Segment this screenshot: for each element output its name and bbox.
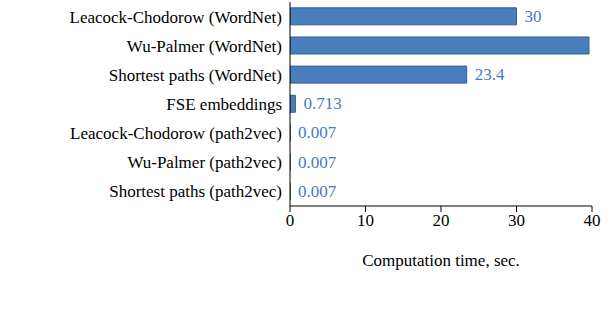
svg-text:40: 40 [584,211,601,230]
svg-text:Shortest paths (WordNet): Shortest paths (WordNet) [109,66,282,85]
svg-text:30: 30 [525,7,542,26]
svg-text:0: 0 [286,211,295,230]
svg-text:0.007: 0.007 [298,153,337,172]
svg-text:FSE embeddings: FSE embeddings [166,95,282,114]
svg-text:23.4: 23.4 [475,65,505,84]
svg-text:Shortest paths (path2vec): Shortest paths (path2vec) [109,182,282,201]
svg-text:0.713: 0.713 [303,94,341,113]
svg-text:20: 20 [433,211,450,230]
svg-text:0.007: 0.007 [298,123,337,142]
svg-text:10: 10 [357,211,374,230]
svg-text:Computation time, sec.: Computation time, sec. [362,251,520,270]
svg-text:Wu-Palmer (path2vec): Wu-Palmer (path2vec) [127,153,282,172]
svg-text:Wu-Palmer (WordNet): Wu-Palmer (WordNet) [127,37,282,56]
svg-text:0.007: 0.007 [298,182,337,201]
svg-text:Leacock-Chodorow (WordNet): Leacock-Chodorow (WordNet) [70,8,282,27]
svg-text:30: 30 [508,211,525,230]
svg-text:Leacock-Chodorow (path2vec): Leacock-Chodorow (path2vec) [70,124,282,143]
